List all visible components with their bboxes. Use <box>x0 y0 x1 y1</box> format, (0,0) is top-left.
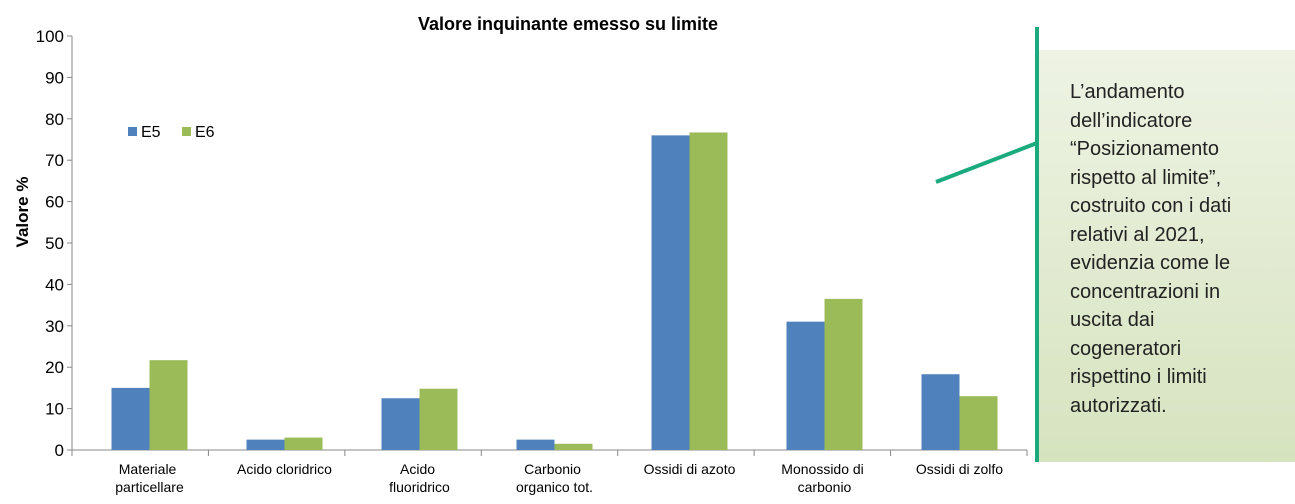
y-tick-label: 80 <box>45 110 64 129</box>
bar <box>516 439 555 450</box>
x-tick-label: Monossido di carbonio <box>781 461 867 495</box>
bar <box>786 321 825 450</box>
legend-label: E5 <box>141 124 161 141</box>
chart-title: Valore inquinante emesso su limite <box>418 14 718 34</box>
y-tick-label: 20 <box>45 358 64 377</box>
y-tick-label: 10 <box>45 400 64 419</box>
bar <box>284 437 323 450</box>
callout-text: L’andamento dell’indicatore “Posizioname… <box>1037 50 1295 462</box>
y-tick-label: 60 <box>45 193 64 212</box>
x-tick-label: Acido cloridrico <box>237 461 332 477</box>
callout-pointer <box>935 141 1038 184</box>
bar <box>419 388 458 450</box>
bar <box>381 398 420 450</box>
x-tick-label: Carbonio organico tot. <box>516 461 593 495</box>
x-tick-label: Materiale particellare <box>115 461 184 495</box>
bar <box>554 443 593 450</box>
bar <box>149 360 188 450</box>
y-tick-label: 90 <box>45 68 64 87</box>
y-tick-label: 50 <box>45 234 64 253</box>
x-tick-label: Ossidi di zolfo <box>916 461 1003 477</box>
bar <box>824 298 863 450</box>
bar <box>111 387 150 450</box>
y-tick-label: 0 <box>55 441 64 460</box>
legend-swatch <box>182 127 191 136</box>
legend-swatch <box>128 127 137 136</box>
y-tick-label: 30 <box>45 317 64 336</box>
bar <box>689 132 728 450</box>
x-tick-label: Acido fluoridrico <box>389 461 450 495</box>
y-axis-label: Valore % <box>13 177 32 248</box>
legend-label: E6 <box>195 124 215 141</box>
y-tick-label: 40 <box>45 275 64 294</box>
bar <box>959 396 998 450</box>
bar <box>651 135 690 451</box>
y-tick-label: 100 <box>36 27 64 46</box>
bar <box>921 374 960 450</box>
x-tick-label: Ossidi di azoto <box>644 461 736 477</box>
y-tick-label: 70 <box>45 151 64 170</box>
bar <box>246 439 285 450</box>
